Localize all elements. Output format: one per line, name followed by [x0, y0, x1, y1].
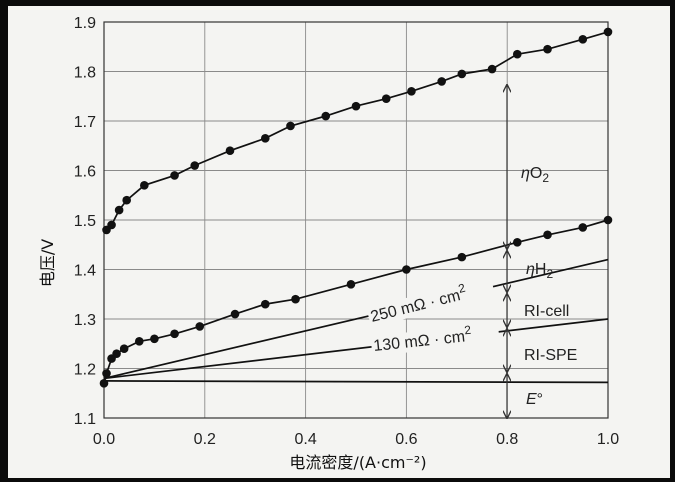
series-1-point — [457, 252, 467, 262]
series-0-point — [122, 195, 131, 205]
y-tick-label: 1.6 — [74, 164, 96, 181]
series-0-point — [437, 77, 446, 86]
series-0-point — [107, 220, 116, 230]
series-1-point — [230, 309, 240, 319]
series-0-point — [457, 69, 467, 79]
series-4-line — [103, 380, 609, 384]
series-2-line — [103, 258, 609, 380]
y-tick-label: 1.8 — [74, 65, 96, 82]
series-1-point — [578, 223, 588, 232]
series-1-point — [195, 322, 205, 331]
y-tick-label: 1.7 — [74, 114, 96, 131]
series-1-point — [102, 369, 111, 378]
series-1-point — [150, 334, 159, 344]
series-0-point — [381, 94, 391, 104]
x-tick-label: 0.4 — [294, 431, 316, 448]
polarization-chart: 1.1 1.2 1.3 1.4 1.5 1.6 1.7 1.8 1.9 0.0 0.2 0.4 0.6 0… — [38, 15, 619, 472]
series-3-line — [103, 318, 609, 380]
x-tick-label: 0.6 — [395, 431, 417, 448]
eta-h2-label: ηH2 — [526, 261, 553, 281]
series-0-point — [487, 64, 497, 74]
ri-cell-label: RI-cell — [524, 303, 569, 320]
series-1-point — [603, 215, 613, 225]
y-tick-label: 1.4 — [74, 263, 96, 280]
series-0-point — [543, 44, 552, 54]
series-1-point — [543, 230, 552, 240]
series-1-point — [260, 299, 270, 309]
data-series — [99, 27, 613, 388]
x-tick-label: 0.0 — [93, 431, 115, 448]
series-0-point — [286, 121, 295, 131]
chart-figure: 1.1 1.2 1.3 1.4 1.5 1.6 1.7 1.8 1.9 0.0 0.2 0.4 0.6 0… — [8, 6, 670, 478]
x-tick-label: 0.8 — [496, 431, 518, 448]
y-tick-label: 1.5 — [74, 213, 96, 230]
series-0-point — [351, 101, 361, 111]
series-0-point — [170, 171, 179, 180]
series-0-point — [407, 87, 416, 96]
series-0-point — [114, 205, 124, 215]
e-zero-label: E° — [526, 391, 543, 408]
series-0-point — [140, 181, 149, 190]
series-0-point — [260, 134, 270, 143]
series-1-point — [170, 329, 179, 339]
series-1-point — [512, 237, 522, 247]
x-tick-label: 0.2 — [194, 431, 216, 448]
series-1-point — [134, 336, 144, 346]
series-0-point — [225, 146, 235, 155]
series-0-point — [190, 161, 200, 170]
series-1-point — [291, 294, 300, 304]
y-tick-label: 1.9 — [74, 15, 96, 32]
series-0-point — [512, 49, 522, 59]
ri-spe-label: RI-SPE — [524, 347, 577, 364]
tick-labels: 1.1 1.2 1.3 1.4 1.5 1.6 1.7 1.8 1.9 0.0 0.2 0.4 0.6 0… — [74, 15, 619, 448]
series-0-point — [603, 27, 613, 37]
y-tick-label: 1.3 — [74, 312, 96, 329]
series-1-point — [112, 349, 121, 358]
series-0-point — [578, 35, 588, 44]
series-1-point — [119, 344, 129, 354]
y-tick-label: 1.1 — [74, 411, 96, 428]
y-tick-label: 1.2 — [74, 362, 96, 379]
series-1-point — [402, 265, 411, 274]
x-axis-title: 电流密度/(A·cm⁻²) — [289, 453, 426, 472]
series-1-point — [346, 280, 356, 289]
series-0-line — [105, 31, 609, 231]
y-axis-title: 电压/V — [38, 239, 57, 287]
series-0-point — [321, 111, 331, 121]
eta-o2-label: ηO2 — [521, 165, 549, 185]
x-tick-label: 1.0 — [597, 431, 619, 448]
resistance-130-label: 130 mΩ · cm2 — [370, 323, 500, 357]
